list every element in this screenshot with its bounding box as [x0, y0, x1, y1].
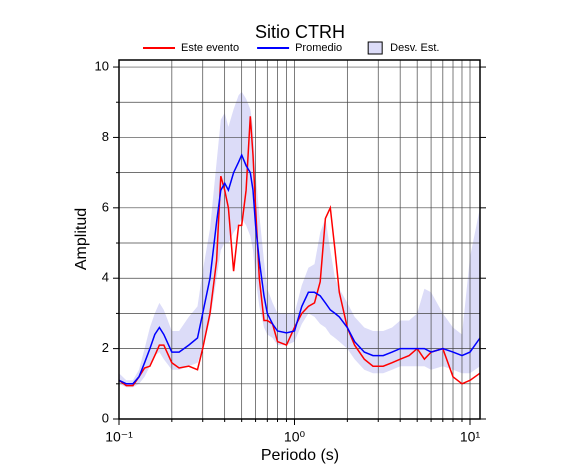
legend-label: Promedio	[295, 42, 342, 54]
plot-frame	[118, 59, 481, 420]
y-tick-label: 4	[102, 270, 109, 285]
x-tick-label: 10⁻¹	[105, 429, 133, 445]
y-tick-label: 8	[102, 129, 109, 144]
legend-swatch	[367, 41, 383, 55]
series-line	[118, 116, 481, 387]
y-tick-label: 2	[102, 340, 109, 355]
y-tick-label: 10	[95, 58, 109, 73]
std-band	[119, 91, 480, 388]
x-axis-label: Periodo (s)	[261, 447, 339, 464]
y-tick-label: 6	[102, 199, 109, 214]
chart-title: Sitio CTRH	[255, 22, 345, 42]
legend-label: Desv. Est.	[390, 42, 439, 54]
y-tick-label: 0	[102, 410, 109, 425]
x-tick-label: 10⁰	[284, 429, 306, 445]
y-axis-label: Amplitud	[73, 208, 90, 270]
x-tick-label: 10¹	[460, 429, 481, 445]
series-line	[118, 153, 481, 385]
legend-label: Este evento	[181, 42, 239, 54]
